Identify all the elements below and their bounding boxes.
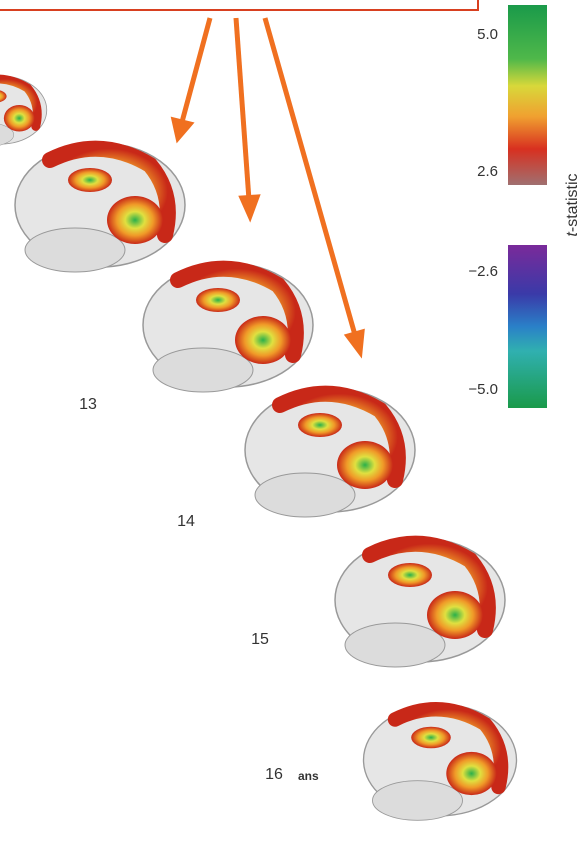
brain xyxy=(15,143,185,272)
brain xyxy=(143,263,313,392)
colorbar-positive xyxy=(508,5,547,185)
activation xyxy=(427,591,483,639)
activation xyxy=(196,288,240,312)
age-label: 16 xyxy=(265,766,283,783)
activation xyxy=(388,563,432,587)
brain-images xyxy=(0,76,517,820)
activation xyxy=(4,105,35,131)
age-unit: ans xyxy=(298,769,319,783)
tick-label: 2.6 xyxy=(477,163,498,180)
temporal-lobe xyxy=(255,473,355,517)
colorbar-negative xyxy=(508,245,547,408)
temporal-lobe xyxy=(373,781,463,821)
tick-label: −2.6 xyxy=(468,263,498,280)
brain xyxy=(364,704,517,820)
colorbar-label: t-statistic xyxy=(564,173,581,236)
brain xyxy=(245,388,415,517)
temporal-lobe xyxy=(153,348,253,392)
activation xyxy=(446,752,496,795)
label-rest: -statistic xyxy=(564,173,581,232)
tick-label: 5.0 xyxy=(477,26,498,43)
activation xyxy=(68,168,112,192)
figure: 5.0 2.6 −2.6 −5.0 t-statistic 13 14 15 1… xyxy=(0,0,587,843)
activation xyxy=(107,196,163,244)
age-label: 14 xyxy=(177,513,195,530)
activation xyxy=(235,316,291,364)
top-box xyxy=(0,0,478,10)
tick-label: −5.0 xyxy=(468,381,498,398)
age-label: 13 xyxy=(79,396,97,413)
activation xyxy=(411,727,451,749)
brain xyxy=(0,76,47,147)
temporal-lobe xyxy=(25,228,125,272)
temporal-lobe xyxy=(345,623,445,667)
age-label: 15 xyxy=(251,631,269,648)
activation xyxy=(337,441,393,489)
activation xyxy=(298,413,342,437)
brain xyxy=(335,538,505,667)
